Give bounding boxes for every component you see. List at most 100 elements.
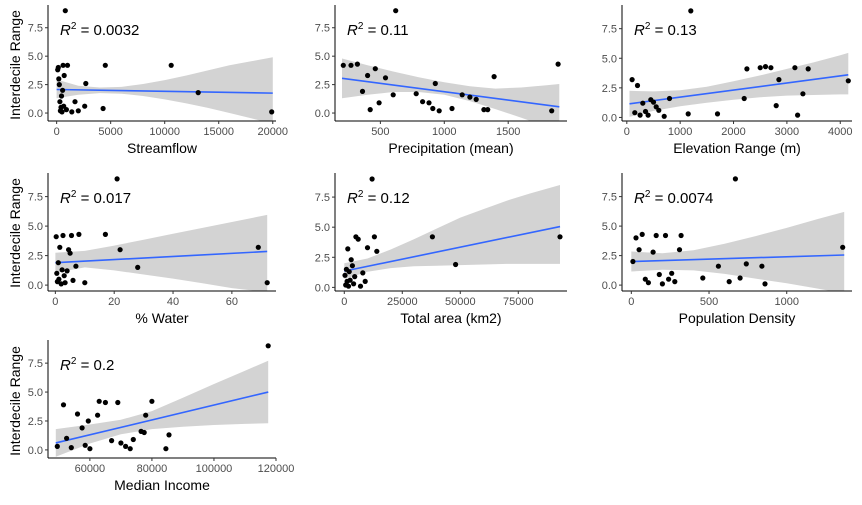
data-point [773, 103, 779, 109]
x-tick-label: 1500 [496, 126, 520, 138]
x-axis-title: Elevation Range (m) [673, 140, 801, 156]
data-point [168, 62, 174, 68]
y-tick-label: 7.5 [28, 358, 43, 370]
x-axis-title: Precipitation (mean) [388, 140, 513, 156]
data-point [669, 270, 675, 276]
data-point [429, 234, 435, 240]
data-point [459, 92, 465, 98]
data-point [473, 96, 479, 102]
data-point [56, 76, 62, 82]
plot-area-elevation [629, 8, 851, 119]
plot-area-streamflow [55, 8, 275, 121]
data-point [369, 176, 375, 182]
data-point [376, 100, 382, 106]
data-point [382, 75, 389, 81]
data-point [141, 429, 147, 436]
x-tick-label: 1000 [668, 126, 692, 138]
data-point [60, 87, 66, 93]
data-point [426, 100, 432, 106]
data-point [776, 77, 782, 83]
data-point [630, 258, 636, 265]
data-point [63, 107, 69, 113]
data-point [53, 234, 59, 240]
data-point [100, 105, 106, 112]
data-point [367, 107, 373, 113]
plot-area-median_income [54, 343, 271, 457]
data-point [555, 61, 561, 67]
y-tick-label: 2.5 [315, 252, 330, 264]
data-point [351, 281, 357, 287]
data-point [340, 62, 346, 68]
data-point [645, 112, 651, 118]
data-point [143, 412, 149, 418]
r-squared-annotation: R2 = 0.0074 [634, 189, 713, 207]
x-tick-label: 80000 [137, 463, 168, 475]
data-point [61, 72, 67, 79]
x-tick-label: 0 [54, 126, 60, 138]
data-point [62, 280, 68, 286]
data-point [656, 271, 662, 278]
x-tick-label: 15000 [203, 126, 234, 138]
y-tick-label: 0.0 [28, 108, 43, 120]
regression-line [631, 254, 845, 263]
data-point [732, 176, 739, 182]
x-tick-label: 1000 [432, 126, 456, 138]
plot-area-population_density [630, 176, 846, 291]
data-point [640, 100, 646, 106]
regression-line [56, 88, 273, 94]
y-tick-label: 5.0 [602, 53, 617, 65]
y-tick-label: 7.5 [602, 24, 617, 36]
data-point [102, 399, 108, 406]
data-point [645, 280, 652, 286]
x-tick-label: 500 [371, 126, 389, 138]
data-point [74, 411, 81, 417]
y-tick-label: 0.0 [28, 445, 43, 457]
confidence-band [631, 211, 845, 291]
data-point [348, 257, 354, 263]
x-tick-label: 5000 [98, 126, 122, 138]
data-point [768, 65, 774, 71]
panel-population_density: 0.0 2.5 5.0 7.5 0 500 1000 Population Density R2… [602, 173, 852, 326]
panels-container: 0.02.55.07.50 5000 10000 15000 20000Streamfl… [28, 5, 853, 493]
y-tick-label: 2.5 [315, 80, 330, 92]
data-point [61, 273, 67, 279]
data-point [467, 94, 473, 100]
x-tick-label: 20 [108, 296, 120, 308]
confidence-band [55, 214, 268, 291]
data-point [661, 113, 667, 119]
panel-water: 0.0 2.5 5.0 7.5 0 20 40 60 % Water R2 = 0.017 [28, 173, 276, 326]
data-point [114, 176, 120, 182]
data-point [413, 91, 419, 97]
data-point [762, 281, 768, 287]
x-tick-label: 40 [167, 296, 179, 308]
data-point [118, 440, 124, 446]
plot-area-water [53, 176, 270, 291]
data-point [420, 99, 426, 105]
data-point [678, 232, 684, 239]
data-point [60, 402, 67, 408]
y-tick-label: 2.5 [602, 251, 617, 263]
data-point [845, 78, 851, 84]
data-point [650, 249, 656, 255]
data-point [656, 107, 662, 113]
data-point [72, 99, 78, 105]
confidence-band [55, 360, 269, 457]
y-tick-label: 2.5 [602, 83, 617, 95]
y-tick-label: 0.0 [28, 280, 43, 292]
y-tick-label: 2.5 [28, 251, 43, 263]
data-point [255, 244, 261, 250]
x-tick-label: 60 [226, 296, 238, 308]
data-point [757, 65, 763, 71]
r-squared-annotation: R2 = 0.11 [347, 21, 409, 39]
x-tick-label: 60000 [75, 463, 106, 475]
x-tick-label: 75000 [503, 296, 534, 308]
data-point [549, 108, 555, 114]
x-tick-label: 4000 [828, 126, 852, 138]
data-point [632, 110, 638, 116]
x-tick-label: 120000 [258, 463, 295, 475]
y-tick-label: 0.0 [315, 282, 330, 294]
data-point [69, 109, 75, 115]
data-point [55, 260, 61, 266]
data-point [166, 432, 172, 438]
